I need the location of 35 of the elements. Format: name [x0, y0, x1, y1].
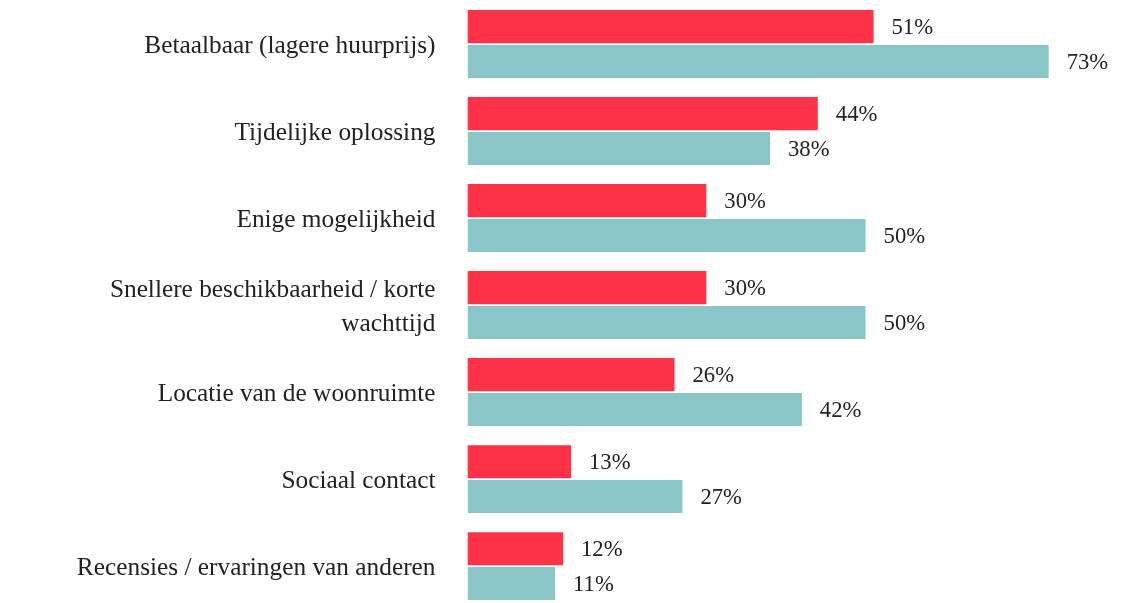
- bar: [467, 532, 564, 566]
- data-label: 27%: [700, 483, 743, 509]
- y-tick-label: Enige mogelijkheid: [236, 204, 436, 233]
- bar: [467, 44, 1049, 78]
- data-label: 42%: [819, 396, 862, 422]
- bar: [467, 566, 556, 601]
- y-tick-label: Sociaal contact: [281, 465, 436, 494]
- y-tick-label: Betaalbaar (lagere huurprijs): [144, 30, 436, 60]
- bar: [467, 358, 675, 392]
- y-tick-label: Tijdelijke oplossing: [234, 117, 436, 146]
- y-tick-label: Snellere beschikbaarheid / korte wachttijd: [109, 274, 436, 336]
- bar: [467, 10, 874, 44]
- data-label: 11%: [573, 570, 614, 596]
- data-label: 26%: [692, 362, 735, 388]
- data-label: 30%: [724, 188, 766, 214]
- data-label: 51%: [891, 14, 934, 40]
- bar: [467, 392, 802, 426]
- data-label: 12%: [581, 536, 623, 562]
- bar: [467, 131, 771, 165]
- y-tick-label: Locatie van de woonruimte: [157, 378, 436, 407]
- bar: [467, 271, 707, 305]
- data-label: 13%: [589, 449, 631, 475]
- y-tick-label: Recensies / ervaringen van anderen: [76, 552, 436, 581]
- data-label: 30%: [724, 275, 766, 301]
- bar: [467, 445, 571, 479]
- bar: [467, 218, 866, 252]
- bar: [467, 479, 683, 514]
- data-label: 73%: [1066, 48, 1109, 74]
- data-label: 50%: [883, 309, 926, 335]
- bar: [467, 305, 866, 339]
- data-label: 44%: [835, 101, 878, 127]
- data-label: 50%: [883, 222, 926, 248]
- bar: [467, 184, 707, 218]
- data-label: 38%: [788, 135, 830, 161]
- bar: [467, 97, 818, 131]
